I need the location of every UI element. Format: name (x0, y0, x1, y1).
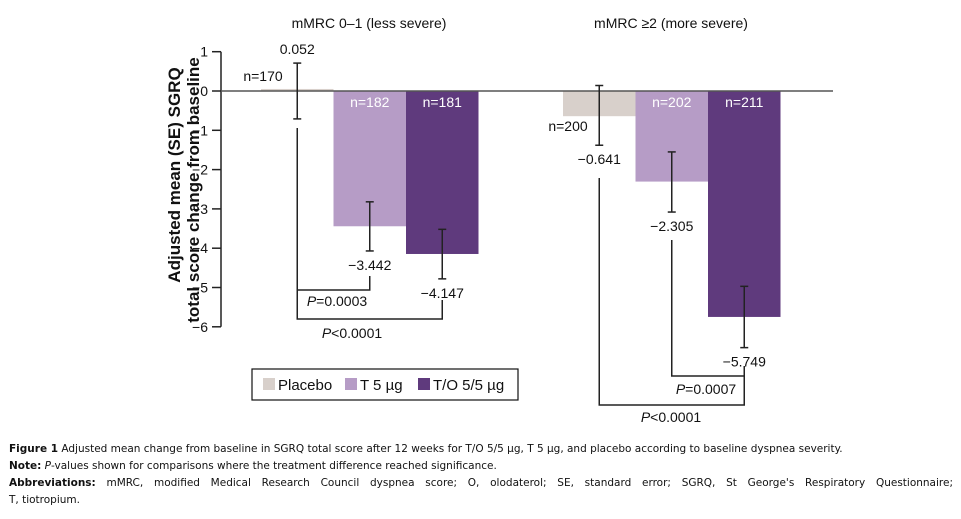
bar-1-3 (406, 91, 479, 254)
legend-label-2: T 5 µg (360, 377, 403, 394)
note-text: -values shown for comparisons where the … (51, 460, 497, 472)
group-title-1: mMRC 0–1 (less severe) (292, 15, 447, 31)
value-label: −5.749 (723, 354, 766, 370)
y-tick-label: −4 (192, 240, 208, 256)
comparison-bracket (296, 128, 371, 291)
legend-box (251, 368, 519, 401)
n-label: n=211 (725, 94, 763, 110)
p-value-label: P=0.0007 (676, 381, 737, 397)
n-label: n=200 (548, 118, 588, 134)
value-label: 0.052 (280, 41, 315, 57)
caption-figure-line: Figure 1 Adjusted mean change from basel… (9, 441, 953, 458)
y-tick-label: −6 (192, 319, 208, 335)
note-label: Note: (9, 460, 42, 472)
bar-chart: Adjusted mean (SE) SGRQ total score chang… (165, 15, 833, 425)
n-label: n=202 (652, 94, 692, 110)
y-tick-label: −5 (192, 280, 208, 296)
abbr-text: mMRC, modified Medical Research Council … (95, 477, 953, 489)
y-tick-label: −2 (192, 162, 208, 178)
group-title-2: mMRC ≥2 (more severe) (594, 15, 748, 31)
legend-label-3: T/O 5/5 µg (433, 377, 504, 394)
abbr-text2: T, tiotropium. (9, 494, 80, 506)
n-label: n=170 (243, 68, 283, 84)
legend-swatch-2 (345, 378, 357, 390)
figure-text: Adjusted mean change from baseline in SG… (58, 443, 843, 455)
comparison-bracket (598, 178, 745, 406)
p-value-label: P<0.0001 (322, 325, 383, 341)
p-value-label: P<0.0001 (641, 409, 702, 425)
y-tick-label: −1 (192, 122, 208, 138)
p-value-label: P=0.0003 (307, 293, 368, 309)
figure-caption: Figure 1 Adjusted mean change from basel… (9, 441, 953, 509)
caption-note-line: Note: P-values shown for comparisons whe… (9, 458, 953, 475)
caption-abbr-line2: T, tiotropium. (9, 492, 953, 509)
value-label: −0.641 (578, 151, 621, 167)
y-tick-label: 1 (200, 44, 208, 60)
y-tick-label: −3 (192, 201, 208, 217)
n-label: n=182 (350, 94, 390, 110)
legend-label-1: Placebo (278, 377, 332, 394)
figure-label: Figure 1 (9, 443, 59, 455)
note-italic: P (41, 460, 52, 472)
y-axis-label-line2: total score change from baseline (184, 57, 203, 322)
value-label: −3.442 (348, 257, 391, 273)
legend-swatch-1 (263, 378, 275, 390)
y-tick-label: 0 (200, 83, 208, 99)
caption-abbr-line: Abbreviations: mMRC, modified Medical Re… (9, 475, 953, 492)
value-label: −4.147 (421, 285, 464, 301)
comparison-bracket (671, 240, 745, 377)
legend: Placebo T 5 µg T/O 5/5 µg (251, 368, 519, 401)
n-label: n=181 (423, 94, 463, 110)
legend-swatch-3 (418, 378, 430, 390)
bar-2-3 (708, 91, 781, 317)
comparison-bracket (296, 290, 443, 320)
y-axis-label-line1: Adjusted mean (SE) SGRQ (165, 67, 184, 282)
value-label: −2.305 (650, 218, 693, 234)
abbr-label: Abbreviations: (9, 477, 96, 489)
